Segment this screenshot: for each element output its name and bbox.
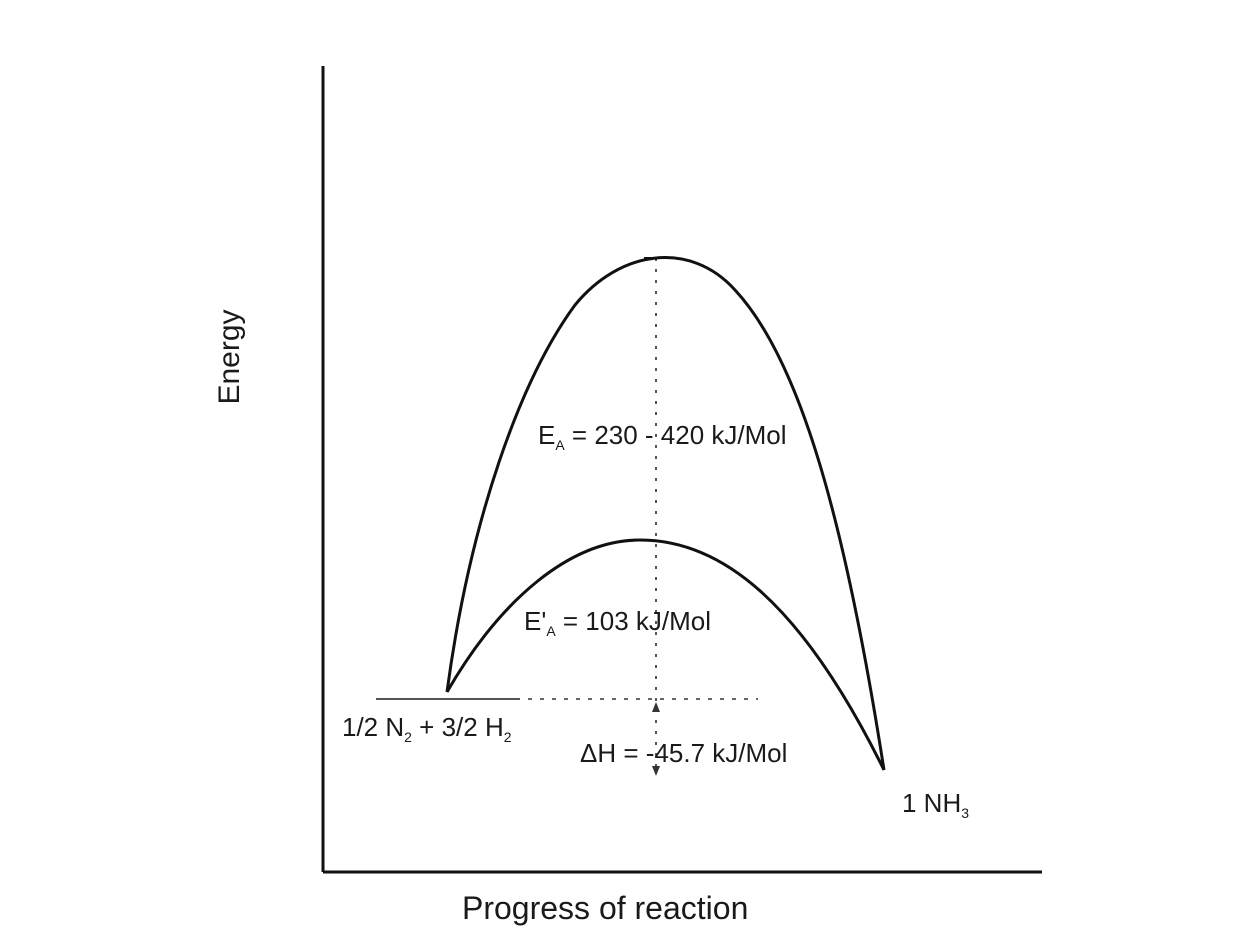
y-axis-label: Energy	[213, 309, 246, 405]
ea-prime-value: = 103 kJ/Mol	[555, 606, 712, 636]
activation-energy-catalyzed-label: E'A = 103 kJ/Mol	[524, 606, 711, 639]
ea-value: = 230 - 420 kJ/Mol	[564, 420, 787, 450]
reactant-n2-text: 1/2 N	[342, 712, 405, 742]
ea-subscript: A	[555, 437, 565, 453]
enthalpy-change-label: ΔH = -45.7 kJ/Mol	[580, 738, 787, 769]
delta-h-arrow-up-icon	[652, 702, 660, 712]
delta-h-prefix: ΔH =	[580, 738, 646, 768]
product-label: 1 NH3	[902, 788, 969, 821]
catalyzed-curve	[445, 538, 886, 771]
ea-prime-symbol: E'	[524, 606, 547, 636]
reactant-h2-text: + 3/2 H	[411, 712, 504, 742]
delta-h-arrow-down-icon	[652, 766, 660, 776]
uncatalyzed-curve	[445, 256, 886, 771]
x-axis-label: Progress of reaction	[462, 890, 749, 926]
reactant-n2-subscript: 2	[404, 729, 412, 745]
reactant-h2-subscript: 2	[503, 729, 512, 745]
ea-symbol: E	[538, 420, 556, 450]
delta-h-value: -45.7 kJ/Mol	[645, 738, 788, 768]
reactants-label: 1/2 N2 + 3/2 H2	[342, 712, 512, 745]
activation-energy-uncatalyzed-label: EA = 230 - 420 kJ/Mol	[538, 420, 787, 453]
product-subscript: 3	[961, 805, 970, 821]
ea-prime-subscript: A	[546, 623, 556, 639]
product-text: 1 NH	[902, 788, 962, 818]
